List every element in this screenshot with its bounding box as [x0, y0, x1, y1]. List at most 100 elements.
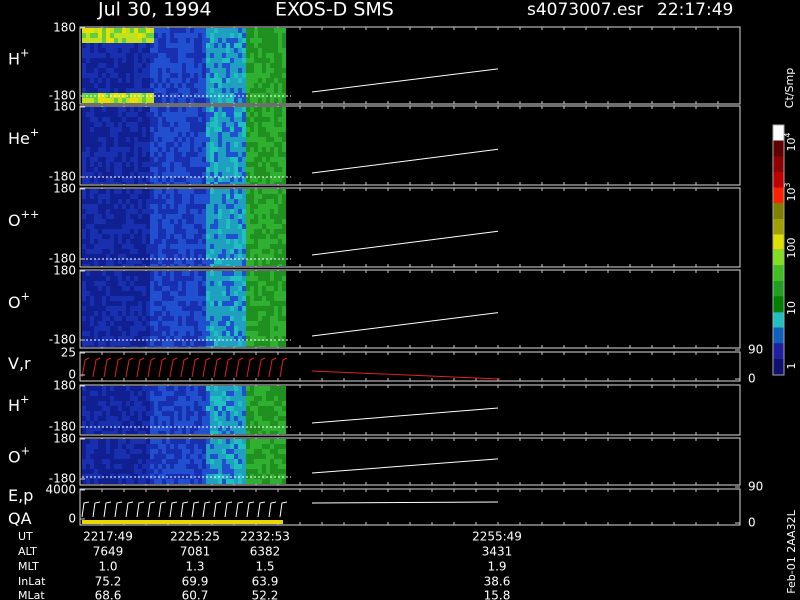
- cell: [146, 276, 150, 281]
- cell: [162, 276, 166, 281]
- cell: [174, 416, 178, 421]
- cell: [158, 406, 162, 411]
- cell: [86, 219, 90, 224]
- cell: [206, 336, 210, 341]
- cell: [90, 464, 94, 469]
- cell: [214, 416, 218, 421]
- cell: [102, 78, 106, 83]
- cell: [166, 411, 170, 416]
- cell: [90, 271, 94, 276]
- cell: [234, 28, 238, 33]
- cell: [258, 132, 262, 137]
- cell: [98, 459, 102, 464]
- cell: [222, 341, 226, 346]
- cell: [278, 454, 282, 459]
- cell: [158, 204, 162, 209]
- colorbar-cell: [773, 327, 784, 344]
- cell: [122, 439, 126, 444]
- cell: [106, 167, 110, 172]
- cell: [170, 479, 174, 484]
- cell: [178, 53, 182, 58]
- cell: [266, 73, 270, 78]
- cell: [218, 449, 222, 454]
- cell: [262, 152, 266, 157]
- cell: [186, 331, 190, 336]
- cell: [226, 406, 230, 411]
- cell: [86, 316, 90, 321]
- cell: [206, 33, 210, 38]
- cell: [110, 172, 114, 177]
- cell: [194, 479, 198, 484]
- cell: [130, 182, 134, 184]
- cell: [174, 73, 178, 78]
- cell: [206, 316, 210, 321]
- cell: [194, 229, 198, 234]
- cell: [154, 53, 158, 58]
- cell: [218, 469, 222, 474]
- cell: [142, 189, 146, 194]
- cell: [166, 142, 170, 147]
- cell: [106, 219, 110, 224]
- cell: [242, 416, 246, 421]
- cell: [270, 311, 274, 316]
- cell: [134, 331, 138, 336]
- cell: [222, 411, 226, 416]
- cell: [130, 396, 134, 401]
- cell: [158, 259, 162, 264]
- cell: [94, 411, 98, 416]
- colorbar-frame: [772, 124, 785, 376]
- cell: [222, 386, 226, 391]
- cell: [138, 73, 142, 78]
- cell: [242, 152, 246, 157]
- cell: [158, 107, 162, 112]
- cell: [154, 63, 158, 68]
- cell: [278, 117, 282, 122]
- cell: [134, 416, 138, 421]
- cell: [146, 194, 150, 199]
- cell: [226, 194, 230, 199]
- cell: [170, 254, 174, 259]
- cell: [190, 234, 194, 239]
- cell: [246, 386, 250, 391]
- cell: [218, 132, 222, 137]
- cell: [198, 189, 202, 194]
- cell: [110, 454, 114, 459]
- cell: [266, 386, 270, 391]
- cell: [106, 182, 110, 184]
- cell: [230, 341, 234, 346]
- cell: [138, 142, 142, 147]
- cell: [154, 469, 158, 474]
- cell: [258, 416, 262, 421]
- cell: [278, 209, 282, 214]
- cell: [230, 58, 234, 63]
- cell: [174, 431, 178, 434]
- cell: [210, 63, 214, 68]
- cell: [130, 147, 134, 152]
- cell: [242, 249, 246, 254]
- cell: [226, 291, 230, 296]
- cell: [210, 276, 214, 281]
- cell: [258, 98, 262, 103]
- cell: [110, 426, 114, 431]
- cell: [190, 73, 194, 78]
- cell: [106, 132, 110, 137]
- cell: [134, 73, 138, 78]
- cell: [226, 386, 230, 391]
- cell: [270, 182, 274, 184]
- cell: [242, 276, 246, 281]
- cell: [174, 326, 178, 331]
- cell: [174, 286, 178, 291]
- cell: [142, 157, 146, 162]
- cell: [194, 107, 198, 112]
- cell: [122, 421, 126, 426]
- cell: [234, 439, 238, 444]
- cell: [150, 107, 154, 112]
- cell: [146, 224, 150, 229]
- cell: [274, 234, 278, 239]
- cell: [146, 204, 150, 209]
- cell: [106, 177, 110, 182]
- cell: [150, 296, 154, 301]
- cell: [242, 469, 246, 474]
- cell: [154, 209, 158, 214]
- cell: [282, 58, 286, 63]
